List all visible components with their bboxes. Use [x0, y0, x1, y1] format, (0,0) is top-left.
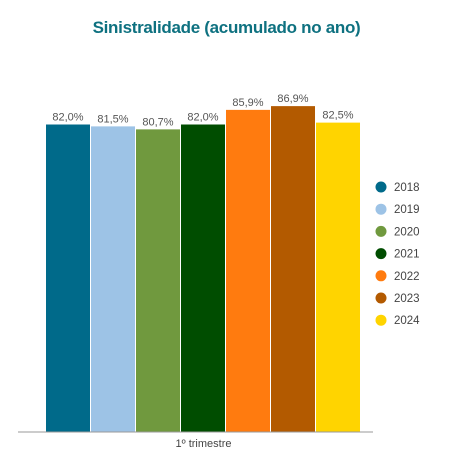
chart-title: Sinistralidade (acumulado no ano) [92, 18, 361, 37]
bar-2019 [91, 126, 135, 432]
legend-label-2021: 2021 [394, 249, 420, 261]
data-label-2020: 80,7% [142, 116, 173, 128]
data-label-2018: 82,0% [52, 112, 83, 124]
bar-2021 [181, 124, 225, 432]
bar-2024 [316, 122, 360, 432]
data-label-2022: 85,9% [232, 97, 263, 109]
data-labels-layer: 82,0% 81,5% 80,7% 82,0% 85,9% 86,9% 82,5% [52, 93, 353, 128]
bar-2023 [271, 106, 315, 432]
bar-2020 [136, 129, 180, 432]
legend-label-2024: 2024 [394, 315, 420, 327]
bar-2018 [46, 124, 90, 432]
x-tick-label: 1º trimestre [176, 438, 232, 450]
legend-marker-2023 [375, 292, 387, 304]
data-label-2019: 81,5% [97, 113, 128, 125]
data-label-2024: 82,5% [322, 110, 353, 122]
legend-marker-2022 [375, 270, 387, 282]
legend-marker-2024 [375, 314, 387, 326]
legend: 2018 2019 2020 2021 2022 2023 2024 [375, 181, 420, 327]
legend-label-2018: 2018 [394, 182, 420, 194]
data-label-2023: 86,9% [277, 93, 308, 105]
bar-2022 [226, 109, 270, 432]
x-tick-labels: 1º trimestre [176, 438, 232, 450]
bars-layer [46, 106, 360, 432]
data-label-2021: 82,0% [187, 112, 218, 124]
legend-marker-2021 [375, 248, 387, 260]
legend-label-2020: 2020 [394, 226, 420, 238]
legend-label-2022: 2022 [394, 271, 420, 283]
legend-marker-2019 [375, 203, 387, 215]
legend-label-2019: 2019 [394, 204, 420, 216]
legend-marker-2018 [375, 181, 387, 193]
legend-label-2023: 2023 [394, 293, 420, 305]
legend-marker-2020 [375, 225, 387, 237]
